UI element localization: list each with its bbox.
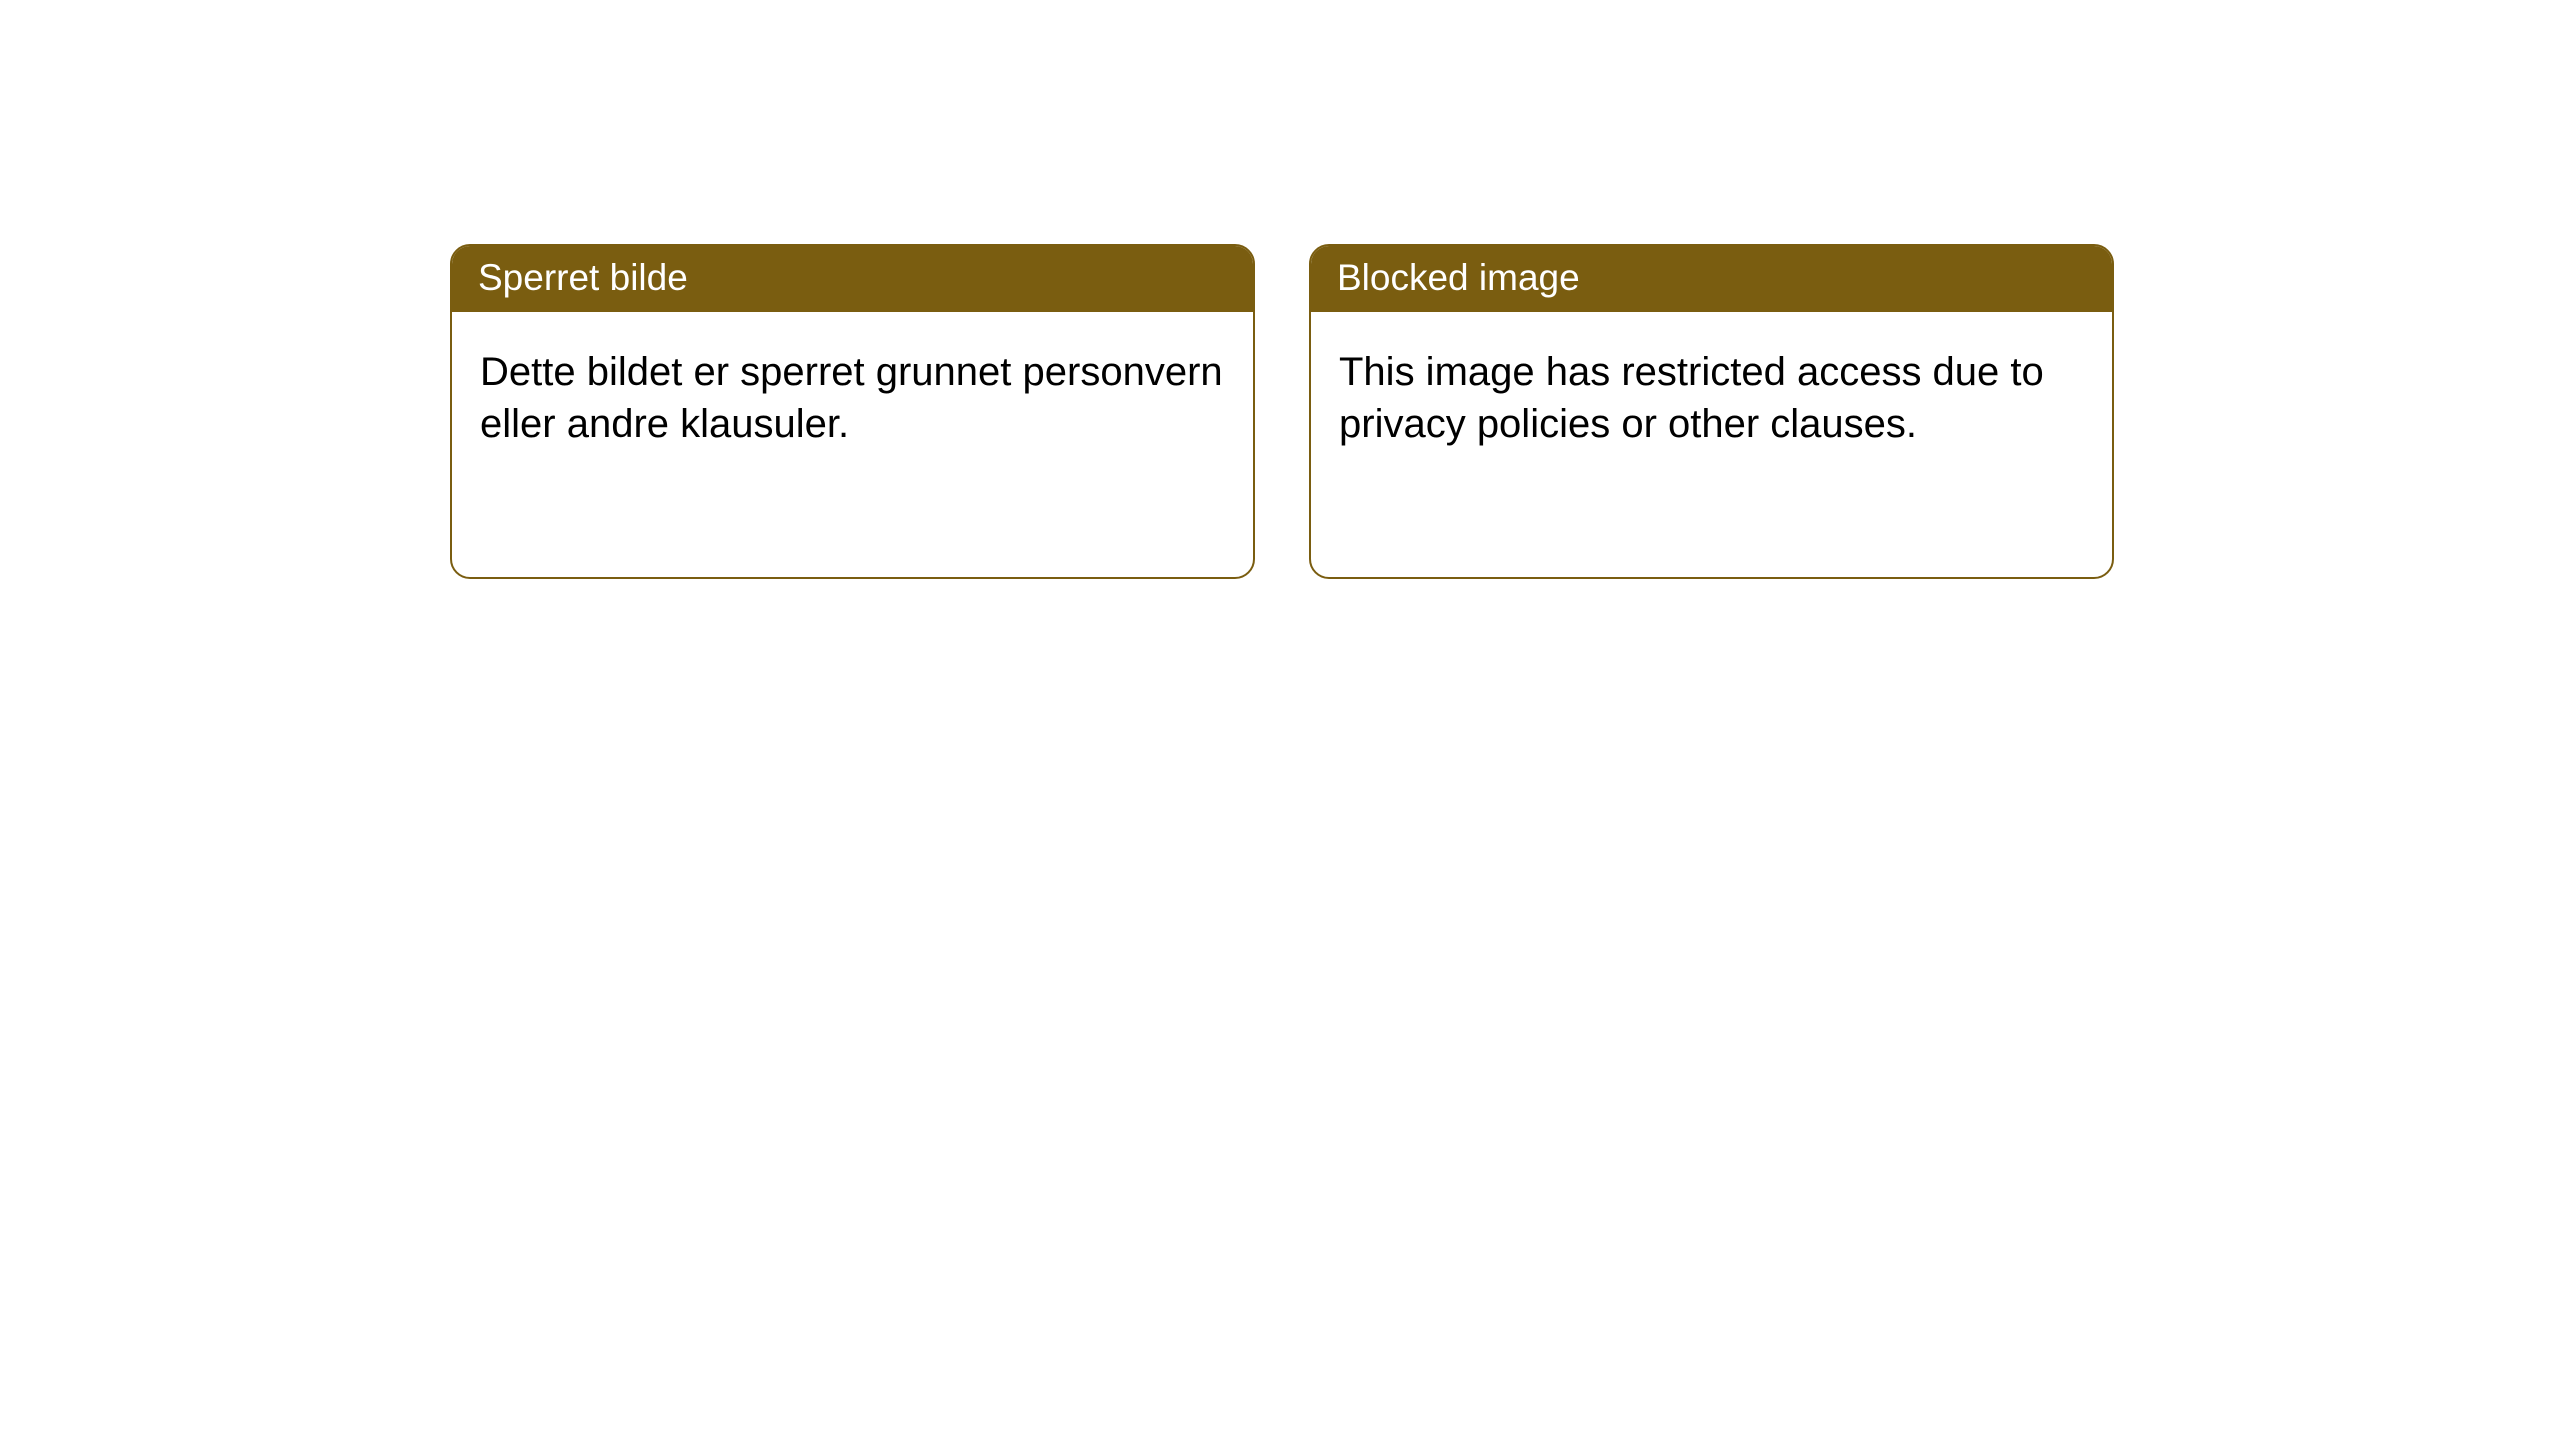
card-body-text: Dette bildet er sperret grunnet personve…: [480, 350, 1223, 446]
notice-container: Sperret bilde Dette bildet er sperret gr…: [0, 0, 2560, 579]
card-title: Sperret bilde: [478, 257, 688, 298]
card-body: This image has restricted access due to …: [1311, 312, 2112, 484]
card-body-text: This image has restricted access due to …: [1339, 350, 2044, 446]
card-title: Blocked image: [1337, 257, 1580, 298]
notice-card-norwegian: Sperret bilde Dette bildet er sperret gr…: [450, 244, 1255, 579]
card-header: Blocked image: [1311, 246, 2112, 312]
notice-card-english: Blocked image This image has restricted …: [1309, 244, 2114, 579]
card-body: Dette bildet er sperret grunnet personve…: [452, 312, 1253, 484]
card-header: Sperret bilde: [452, 246, 1253, 312]
